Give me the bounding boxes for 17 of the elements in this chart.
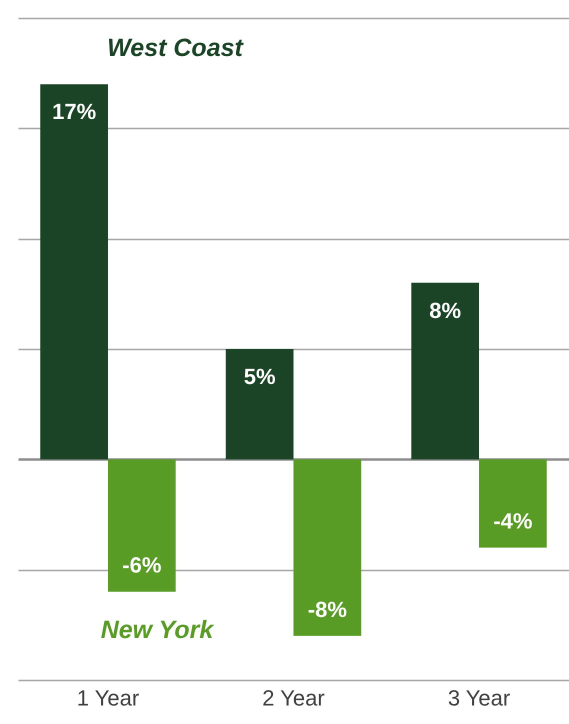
data-label: -6% <box>122 552 162 578</box>
x-tick-label: 1 Year <box>76 686 140 710</box>
series-label: West Coast <box>107 34 245 62</box>
x-tick-label: 2 Year <box>262 686 325 710</box>
data-label: 5% <box>244 364 276 389</box>
bar <box>108 459 176 592</box>
bar <box>479 459 547 548</box>
bar <box>411 282 480 460</box>
bar <box>40 84 108 460</box>
bar <box>226 349 294 460</box>
x-tick-label: 3 Year <box>448 686 510 710</box>
data-label: -8% <box>308 596 347 622</box>
data-label: 8% <box>429 298 462 323</box>
bar <box>294 459 362 636</box>
data-label: 17% <box>52 99 96 124</box>
series-label: New York <box>100 616 214 644</box>
data-label: -4% <box>493 508 532 534</box>
